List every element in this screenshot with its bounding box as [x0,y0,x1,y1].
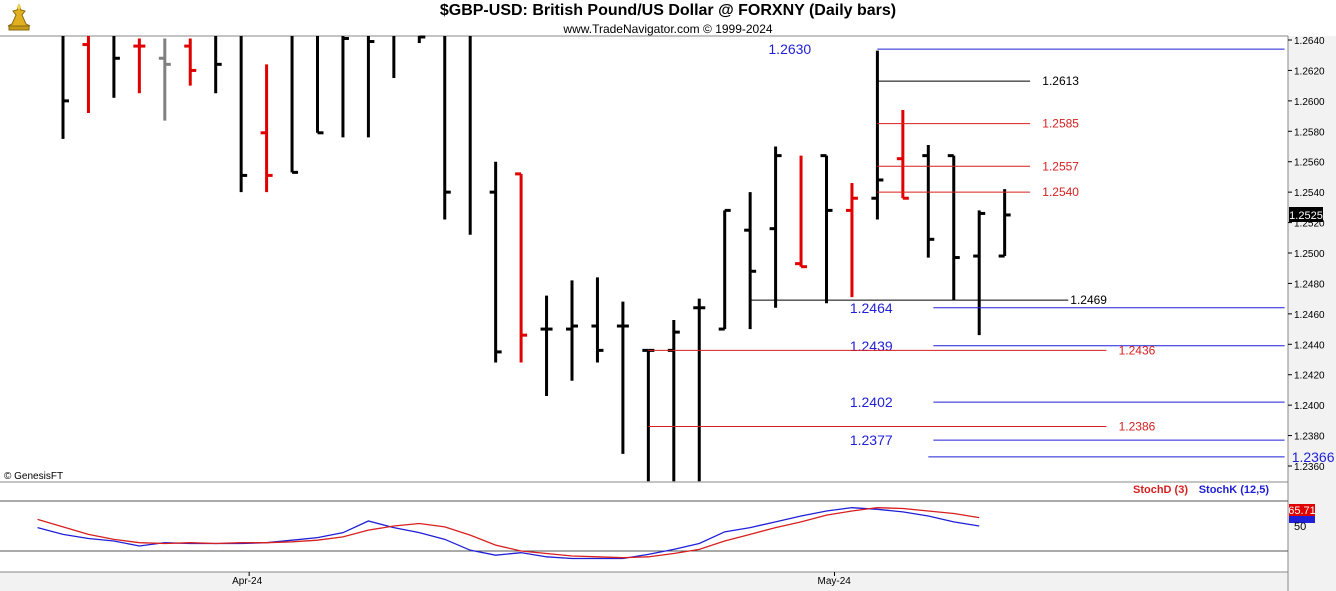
price-levels: 1.2630 1.2613 1.2585 1.2557 1.2540 1.2469 1.24… [648,41,1335,465]
price-tick-label: 1.2520 [1294,219,1325,230]
price-tick-label: 1.2360 [1294,462,1325,473]
level-label: 1.2439 [850,338,893,354]
price-axis-ticks: 1.2360 1.2380 1.2400 1.2420 1.2440 1.2460 1.24… [1288,36,1325,473]
trade-navigator-logo-icon [7,3,31,31]
stoch-last-value: 65.71 [1288,505,1316,517]
date-label: May-24 [818,576,852,587]
level-label: 1.2402 [850,394,893,410]
level-label: 1.2557 [1042,159,1079,173]
level-label: 1.2366 [1292,449,1335,465]
price-tick-label: 1.2380 [1294,432,1325,443]
price-tick-label: 1.2640 [1294,36,1325,47]
stoch-series-line [37,507,980,559]
price-tick-label: 1.2560 [1294,158,1325,169]
level-label: 1.2436 [1119,343,1156,357]
level-label: 1.2386 [1119,419,1156,433]
ohlc-bars [61,35,1011,482]
last-price-tag [1289,207,1323,222]
price-tick-label: 1.2400 [1294,401,1325,412]
price-tick-label: 1.2600 [1294,97,1325,108]
level-label: 1.2469 [1070,293,1107,307]
stoch-y-tick-50: 50 [1294,521,1306,533]
level-label: 1.2540 [1042,185,1079,199]
x-axis-panel [0,572,1288,591]
last-price-label: 1.2525 [1289,210,1323,222]
date-label: Apr-24 [232,576,262,587]
price-tick-label: 1.2480 [1294,279,1325,290]
stochk-value-tag [1289,515,1315,523]
price-tick-label: 1.2540 [1294,188,1325,199]
date-axis-labels: Apr-24 May-24 [232,572,851,587]
level-label: 1.2585 [1042,117,1079,131]
stochd-value-tag [1289,504,1315,516]
price-tick-label: 1.2440 [1294,340,1325,351]
legend-stochd: StochD (3) [1133,484,1188,496]
price-tick-label: 1.2580 [1294,127,1325,138]
price-tick-label: 1.2460 [1294,310,1325,321]
y-axis-panel [1288,36,1336,591]
price-tick-label: 1.2420 [1294,371,1325,382]
level-label: 1.2630 [768,41,811,57]
price-tick-label: 1.2500 [1294,249,1325,260]
genesis-copyright: © GenesisFT [4,471,63,482]
chart-title: $GBP-USD: British Pound/US Dollar @ FORX… [439,2,897,19]
level-label: 1.2377 [850,432,893,448]
stochastic-panel [37,507,980,560]
chart-subtitle: www.TradeNavigator.com © 1999-2024 [563,22,773,36]
stoch-series-line [37,507,980,560]
level-label: 1.2464 [850,300,893,316]
legend-stochk: StochK (12,5) [1199,484,1270,496]
price-tick-label: 1.2620 [1294,66,1325,77]
level-label: 1.2613 [1042,74,1079,88]
